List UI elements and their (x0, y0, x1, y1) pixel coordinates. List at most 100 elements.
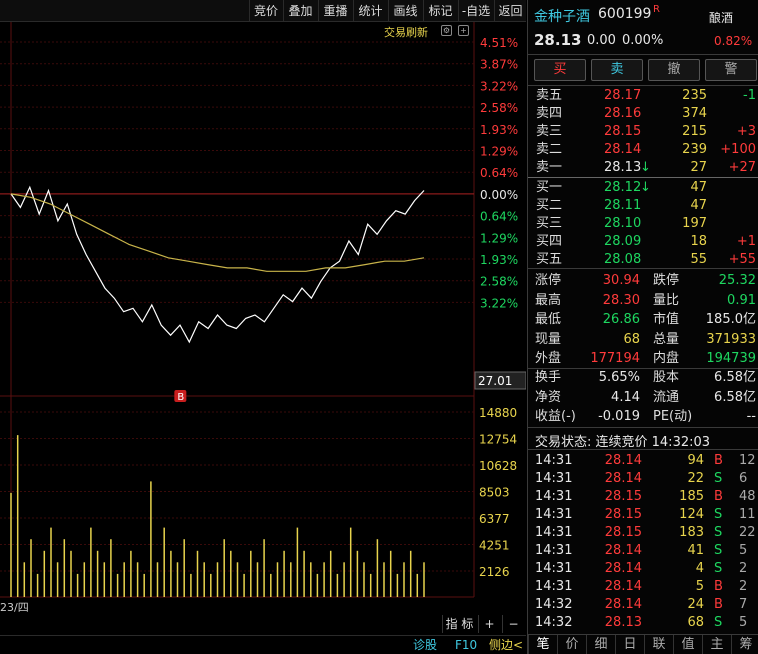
tick-time: 14:31 (535, 453, 573, 468)
sector-name[interactable]: 酿酒 (709, 11, 734, 25)
tick-side: S (714, 507, 723, 522)
panel-tab[interactable]: 联 (644, 635, 673, 654)
order-book-row[interactable]: 买三 28.10 197 (528, 215, 758, 233)
current-price-tag: 27.01 (478, 374, 512, 388)
volume-axis-label: 10628 (479, 459, 517, 473)
order-book-row[interactable]: 买四 28.09 18 +1 (528, 233, 758, 251)
stat-label: 流通 (653, 389, 680, 405)
chart-bottom-bar: 指 标 + − 诊股 F10 侧边< (0, 615, 526, 654)
divider (528, 449, 758, 450)
sell-button[interactable]: 卖 (591, 59, 643, 81)
level-change: +1 (736, 234, 756, 249)
intraday-chart[interactable]: 4.51% 3.87% 3.22% 2.58% 1.93% 1.29% 0.64% 0.00%… (0, 22, 526, 615)
panel-tab[interactable]: 价 (557, 635, 586, 654)
zoom-in-button[interactable]: + (478, 615, 500, 633)
stat-row: 收益(-) -0.019 PE(动) -- (528, 408, 758, 426)
f10-button[interactable]: F10 (455, 638, 478, 652)
tick-count: 5 (739, 615, 748, 630)
tick-time: 14:31 (535, 471, 573, 486)
level-label: 卖五 (536, 88, 563, 103)
stat-value: 4.14 (611, 389, 640, 405)
order-book-row[interactable]: 卖五 28.17 235 -1 (528, 87, 758, 105)
pct-axis-label: 1.29% (480, 231, 518, 245)
indicator-button[interactable]: 指 标 (442, 615, 476, 633)
down-arrow-icon: ↓ (640, 180, 651, 195)
pct-axis-label: 1.93% (480, 123, 518, 137)
toolbar-back-button[interactable]: 返回 (494, 0, 526, 22)
cancel-order-button[interactable]: 撤 (648, 59, 700, 81)
pct-axis-label: 4.51% (480, 36, 518, 50)
divider (528, 268, 758, 269)
toolbar-draw-line-button[interactable]: 画线 (388, 0, 422, 22)
order-book-row[interactable]: 买一 28.12 ↓ 47 (528, 179, 758, 197)
tick-count: 11 (739, 507, 756, 522)
panel-tab[interactable]: 日 (615, 635, 644, 654)
expand-icon[interactable]: + (458, 25, 469, 36)
order-book-row[interactable]: 卖四 28.16 374 (528, 105, 758, 123)
buy-button[interactable]: 买 (534, 59, 586, 81)
panel-tab[interactable]: 值 (673, 635, 702, 654)
toolbar-remove-watchlist-button[interactable]: -自选 (458, 0, 493, 22)
tick-count: 5 (739, 543, 748, 558)
diagnose-button[interactable]: 诊股 (413, 638, 438, 652)
level-volume: 47 (690, 198, 707, 213)
settings-icon[interactable]: ⚙ (441, 25, 452, 36)
toolbar-overlay-button[interactable]: 叠加 (283, 0, 317, 22)
order-book-row[interactable]: 买二 28.11 47 (528, 197, 758, 215)
panel-tab[interactable]: 笔 (528, 635, 557, 654)
tick-side: S (714, 615, 723, 630)
toolbar-replay-button[interactable]: 重播 (318, 0, 352, 22)
level-price: 28.17 (604, 88, 642, 103)
panel-tab[interactable]: 细 (586, 635, 615, 654)
tick-time: 14:31 (535, 489, 573, 504)
tick-row: 14:31 28.15 183 S 22 (528, 524, 758, 542)
order-book-row[interactable]: 卖二 28.14 239 +100 (528, 141, 758, 159)
tick-count: 7 (739, 597, 748, 612)
divider (528, 85, 758, 86)
stat-value: 371933 (706, 331, 756, 347)
tick-count: 6 (739, 471, 748, 486)
tick-side: S (714, 525, 723, 540)
level-label: 卖一 (536, 160, 563, 175)
spread-divider (528, 177, 758, 178)
toolbar-stats-button[interactable]: 统计 (353, 0, 387, 22)
tick-row: 14:31 28.14 41 S 5 (528, 542, 758, 560)
toolbar-mark-button[interactable]: 标记 (423, 0, 457, 22)
intraday-chart-area[interactable]: 竞价 叠加 重播 统计 画线 标记 -自选 返回 4.51% 3.87% 3.22% 2.58% 1.… (0, 0, 526, 654)
tick-row: 14:32 28.13 68 S 5 (528, 614, 758, 632)
level-volume: 239 (682, 142, 707, 157)
stat-label: PE(动) (653, 409, 693, 424)
refresh-label: 交易刷新 (384, 26, 428, 39)
tick-count: 2 (739, 579, 748, 594)
stat-value: -0.019 (598, 409, 640, 424)
stat-value: 6.58亿 (714, 370, 756, 385)
panel-tab[interactable]: 筹 (731, 635, 758, 654)
order-book-row[interactable]: 买五 28.08 55 +55 (528, 251, 758, 269)
tick-volume: 94 (687, 453, 704, 468)
sector-change-pct: 0.82% (714, 34, 753, 48)
tick-volume: 68 (687, 615, 704, 630)
tick-price: 28.14 (604, 543, 642, 558)
tick-side: B (714, 579, 723, 594)
alert-button[interactable]: 警 (705, 59, 757, 81)
order-book-row[interactable]: 卖三 28.15 215 +3 (528, 123, 758, 141)
level-volume: 47 (690, 180, 707, 195)
tick-side: B (714, 453, 723, 468)
level-label: 买一 (536, 180, 563, 195)
zoom-out-button[interactable]: − (502, 615, 524, 633)
stock-name[interactable]: 金种子酒 (534, 9, 590, 25)
stat-label: 最高 (535, 292, 562, 308)
level-volume: 235 (682, 88, 707, 103)
stat-row: 涨停 30.94 跌停 25.32 (528, 272, 758, 290)
tick-price: 28.14 (604, 579, 642, 594)
tick-side: S (714, 543, 723, 558)
tick-row: 14:31 28.14 22 S 6 (528, 470, 758, 488)
panel-tab[interactable]: 主 (702, 635, 731, 654)
tick-side: S (714, 471, 723, 486)
pct-axis-label: 0.64% (480, 166, 518, 180)
level-change: -1 (743, 88, 756, 103)
sidebar-toggle-button[interactable]: 侧边< (489, 638, 524, 652)
order-book-row[interactable]: 卖一 28.13 ↓ 27 +27 (528, 159, 758, 177)
tick-side: S (714, 561, 723, 576)
toolbar-auction-button[interactable]: 竞价 (249, 0, 282, 22)
